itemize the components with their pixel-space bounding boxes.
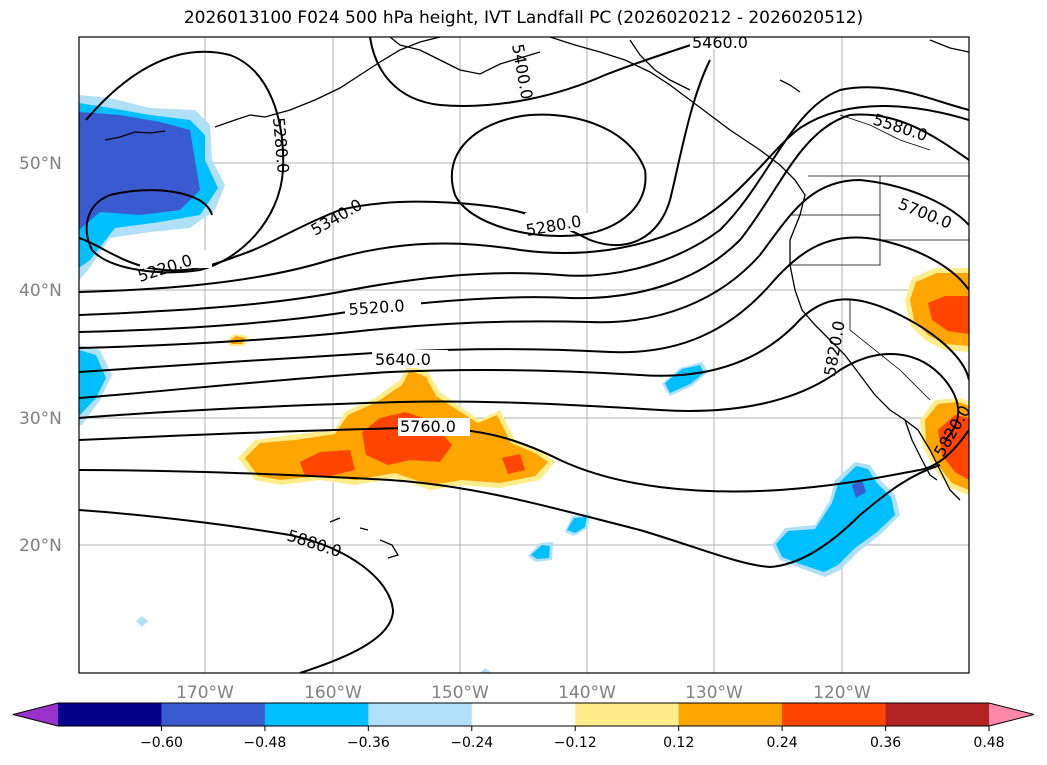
contour-label-5640: 5640.0: [375, 350, 431, 369]
colorbar-swatch: [368, 703, 473, 726]
lat-label-30n: 30°N: [19, 409, 62, 429]
colorbar-swatch: [161, 703, 266, 726]
colorbar-tick-label: 0.48: [973, 735, 1004, 751]
contour-label-5460: 5460.0: [692, 33, 748, 52]
colorbar-tick-label: 0.36: [870, 735, 901, 751]
lon-label-150w: 150°W: [431, 683, 489, 703]
lon-label-160w: 160°W: [304, 683, 362, 703]
lon-label-120w: 120°W: [813, 683, 871, 703]
colorbar-ticks: −0.60 −0.48 −0.36 −0.24 −0.12 0.12 0.24 0.36 0.4…: [140, 726, 1005, 751]
colorbar-outline: [12, 702, 1035, 727]
ivt-negative-shading: [79, 95, 900, 673]
lat-label-40n: 40°N: [19, 281, 62, 301]
colorbar-extend-min: [13, 703, 58, 726]
latitude-labels: 50°N 40°N 30°N 20°N: [19, 154, 62, 556]
colorbar-swatch: [885, 703, 990, 726]
colorbar: [12, 702, 1035, 727]
colorbar-tick-label: −0.24: [450, 735, 493, 751]
contour-label-5280-west: 5280.0: [269, 117, 293, 174]
gridlines: [79, 37, 969, 673]
contour-label-backgrounds: [140, 37, 766, 436]
colorbar-swatch: [58, 703, 162, 726]
colorbar-tick-label: 0.12: [663, 735, 694, 751]
colorbar-swatch: [575, 703, 680, 726]
colorbar-swatch: [782, 703, 887, 726]
colorbar-tick-label: 0.24: [767, 735, 798, 751]
map-title: 2026013100 F024 500 hPa height, IVT Land…: [183, 8, 864, 28]
colorbar-extend-max: [989, 703, 1034, 726]
lat-label-20n: 20°N: [19, 536, 62, 556]
lon-label-130w: 130°W: [685, 683, 743, 703]
colorbar-swatch: [678, 703, 783, 726]
height-contours: [79, 37, 969, 673]
colorbar-swatch: [471, 703, 576, 726]
colorbar-swatch: [264, 703, 369, 726]
colorbar-tick-label: −0.48: [243, 735, 286, 751]
coastlines: [104, 37, 969, 559]
lon-label-140w: 140°W: [558, 683, 616, 703]
map-frame: [78, 36, 970, 674]
contour-label-5520: 5520.0: [348, 296, 405, 319]
state-borders: [790, 114, 969, 401]
colorbar-tick-label: −0.60: [140, 735, 183, 751]
contour-label-5760: 5760.0: [400, 417, 456, 436]
colorbar-tick-label: −0.36: [347, 735, 390, 751]
colorbar-tick-label: −0.12: [554, 735, 597, 751]
lon-label-170w: 170°W: [176, 683, 234, 703]
lat-label-50n: 50°N: [19, 154, 62, 174]
longitude-labels: 170°W 160°W 150°W 140°W 130°W 120°W: [176, 683, 871, 703]
